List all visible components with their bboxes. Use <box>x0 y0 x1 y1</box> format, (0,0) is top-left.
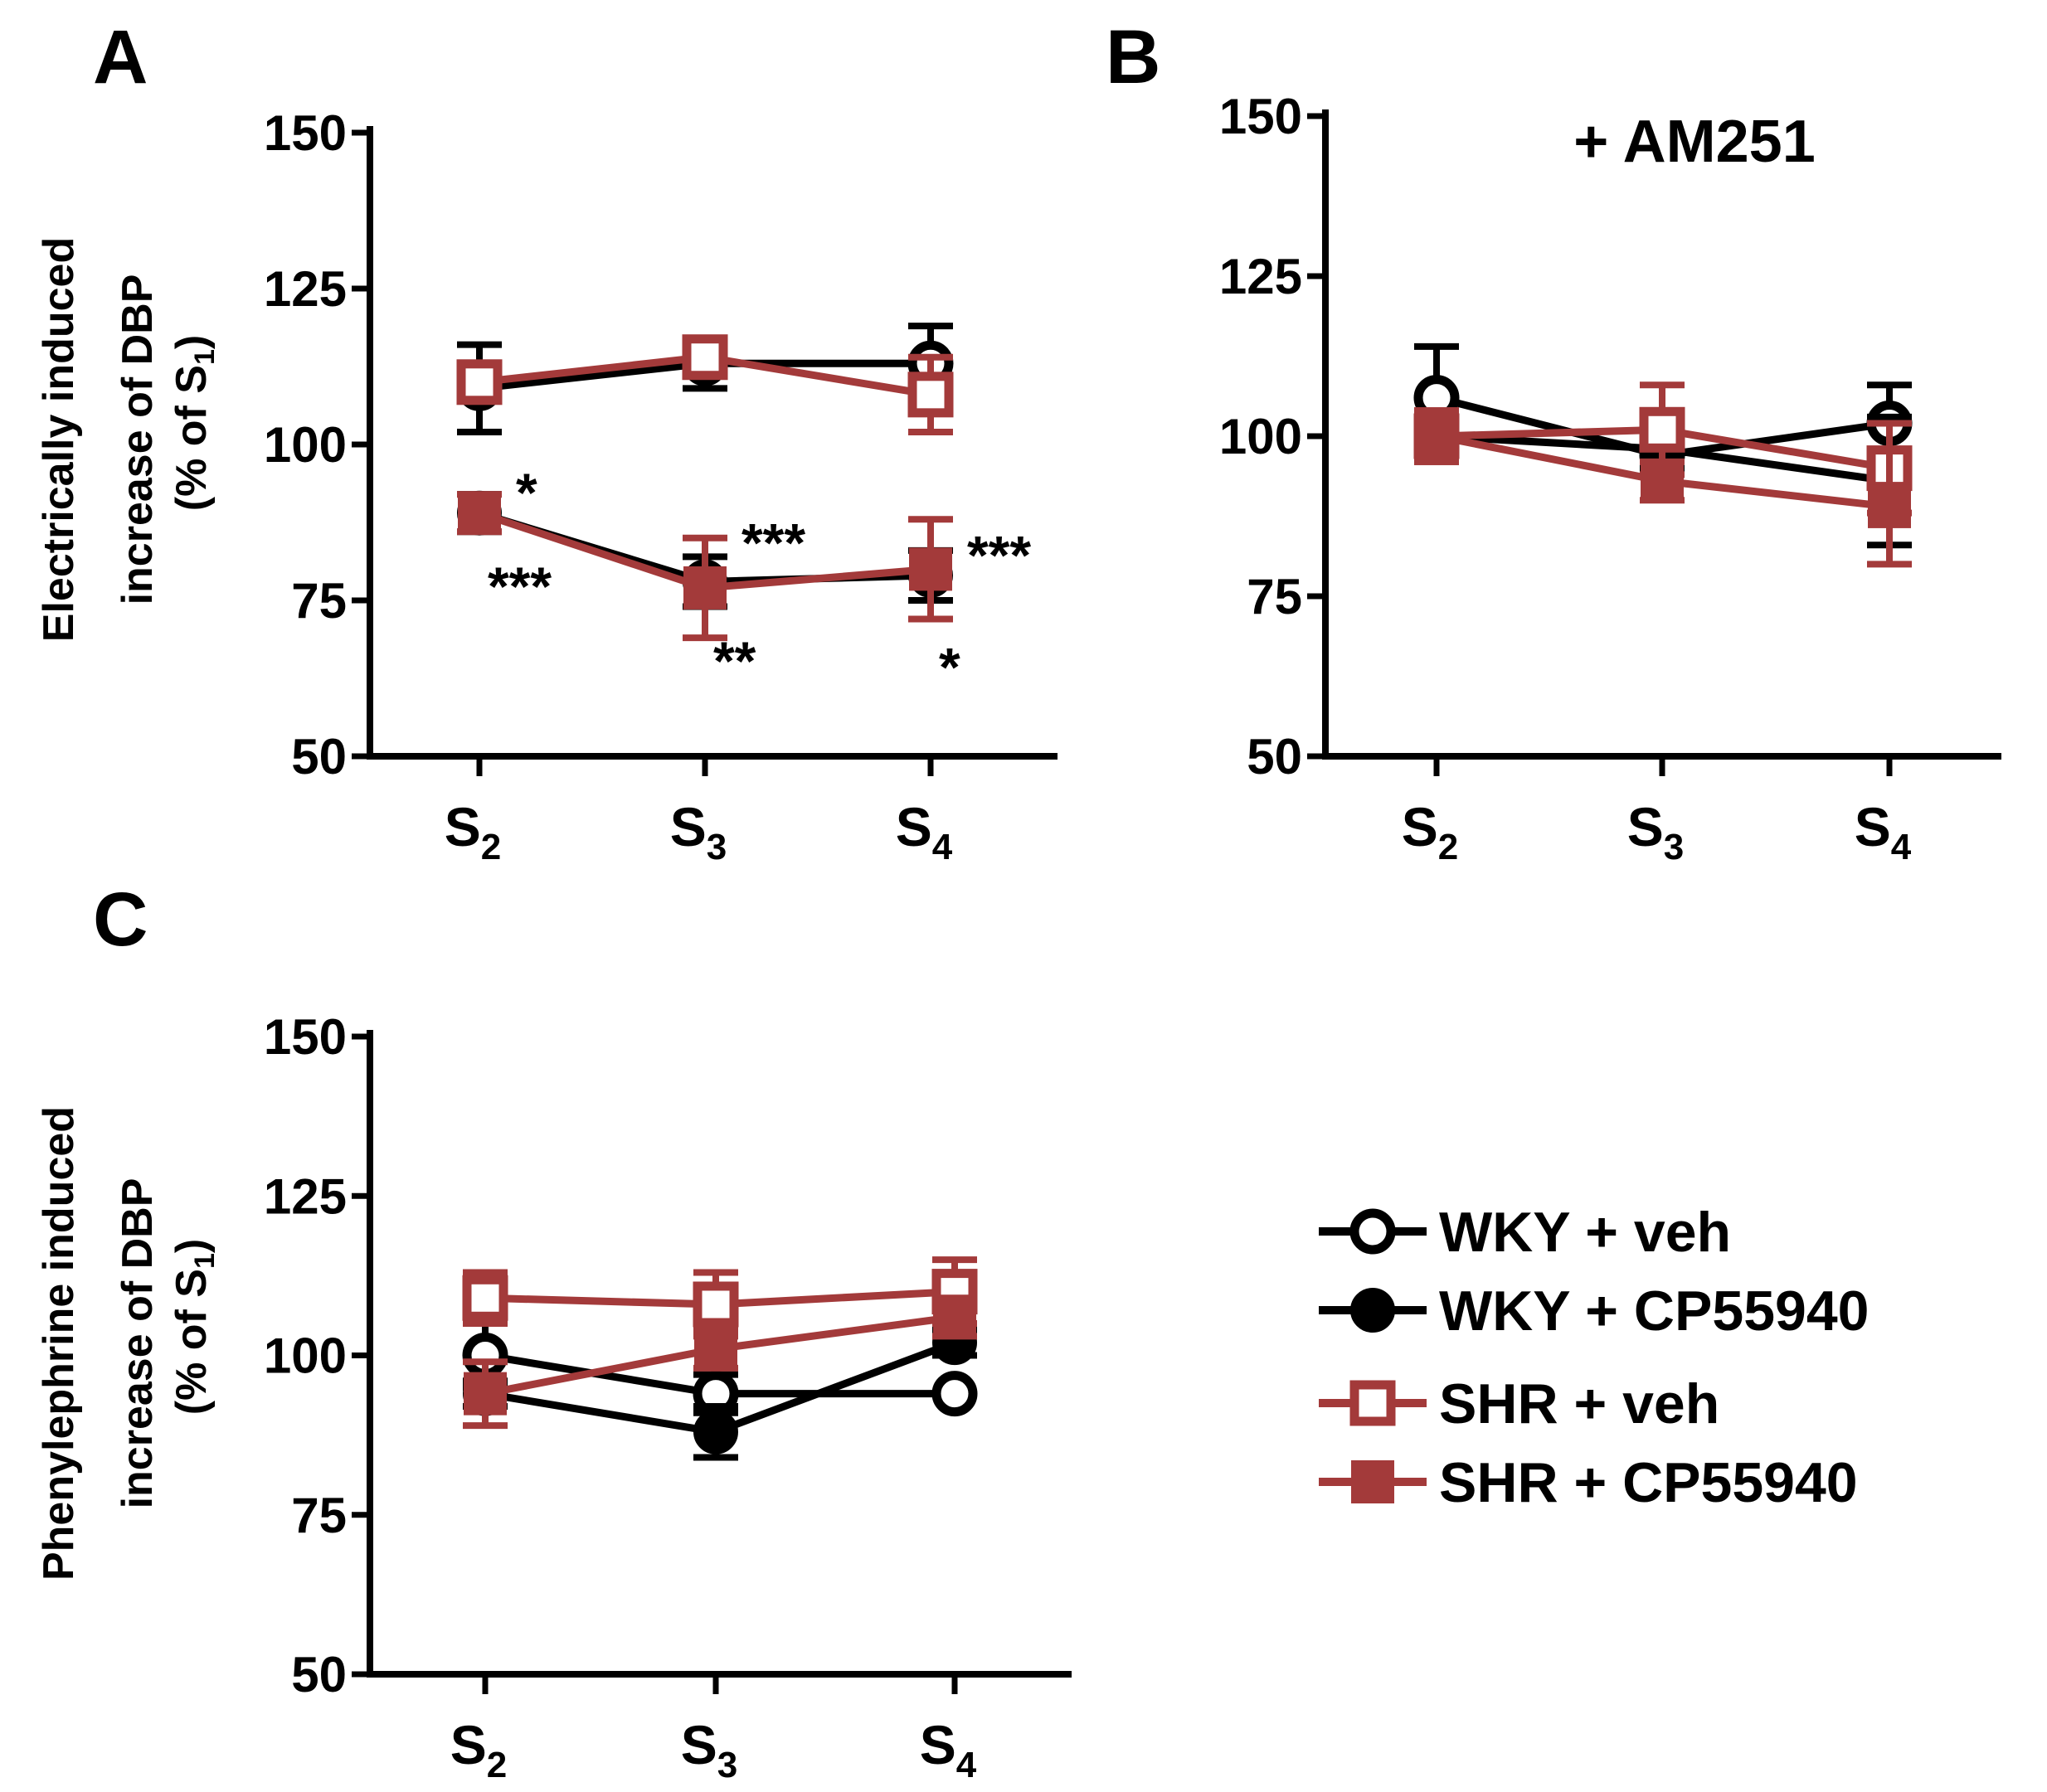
y-axis-label-line: increase of DBP <box>114 1178 162 1509</box>
data-point <box>693 1281 739 1328</box>
significance-marker: * <box>516 462 537 523</box>
panel-c: C 50 75 100 125 150 S2 S3 S4 Phenylephrine induce… <box>35 877 1072 1785</box>
data-point <box>458 491 501 535</box>
legend-item-shr-cp55940: SHR + CP55940 <box>1319 1451 1858 1514</box>
data-point <box>694 1327 737 1371</box>
panel-letter: C <box>93 877 148 962</box>
legend-marker <box>1351 1460 1394 1503</box>
y-tick-label: 125 <box>1219 249 1302 304</box>
data-point <box>682 334 728 381</box>
significance-marker: ** <box>713 630 756 692</box>
data-point <box>931 1371 978 1417</box>
series-shr-cp55940 <box>1414 407 1912 568</box>
significance-marker: * <box>939 637 960 698</box>
legend-label: SHR + veh <box>1439 1372 1719 1435</box>
data-point <box>1639 406 1685 453</box>
y-tick-label: 125 <box>264 261 347 317</box>
y-tick-label: 125 <box>264 1168 347 1224</box>
x-tick-label: S4 <box>1855 796 1912 867</box>
series-shr-veh <box>456 334 954 435</box>
legend-marker <box>1350 1288 1395 1333</box>
y-tick-label: 75 <box>1247 569 1302 624</box>
legend-label: WKY + CP55940 <box>1439 1280 1869 1343</box>
legend-item-wky-cp55940: WKY + CP55940 <box>1319 1280 1869 1343</box>
x-tick-label: S2 <box>1402 796 1459 867</box>
y-axis-label-line: Phenylephrine induced <box>35 1106 83 1581</box>
significance-marker: *** <box>967 524 1031 585</box>
y-tick-label: 50 <box>291 1647 347 1702</box>
legend-item-wky-veh: WKY + veh <box>1319 1201 1731 1264</box>
data-point <box>693 1409 738 1454</box>
x-tick-label: S4 <box>920 1714 977 1785</box>
x-tick-label: S3 <box>670 796 727 867</box>
significance-marker: *** <box>488 556 552 617</box>
significance-marker: *** <box>741 512 805 573</box>
y-axis-label-line: (% of S1) <box>168 1239 221 1415</box>
panel-letter: A <box>93 15 148 100</box>
data-point <box>456 359 503 406</box>
y-tick-label: 100 <box>264 1328 347 1384</box>
data-point <box>464 1372 507 1416</box>
x-tick-label: S4 <box>896 796 953 867</box>
y-tick-label: 100 <box>1219 409 1302 464</box>
y-tick-label: 150 <box>264 105 347 161</box>
data-point <box>1641 459 1684 503</box>
data-point <box>1868 484 1911 528</box>
y-tick-label: 50 <box>1247 729 1302 784</box>
y-tick-label: 75 <box>291 573 347 629</box>
legend-label: WKY + veh <box>1439 1201 1731 1264</box>
series-shr-cp55940 <box>457 491 953 642</box>
data-point <box>933 1295 976 1339</box>
y-axis-label-line: increase of DBP <box>114 274 162 605</box>
x-tick-label: S2 <box>445 796 502 867</box>
legend: WKY + veh WKY + CP55940 SHR + veh SHR + CP5… <box>1319 1201 1869 1514</box>
y-tick-label: 50 <box>291 729 347 784</box>
y-tick-label: 75 <box>291 1488 347 1543</box>
panel-a: A 50 75 100 125 150 S2 S3 S4 Electrically induced… <box>35 15 1058 867</box>
series-wky-veh <box>462 1320 978 1417</box>
data-point <box>462 1275 508 1321</box>
legend-marker <box>1349 1208 1396 1255</box>
data-point <box>683 566 727 609</box>
panel-title: + AM251 <box>1573 109 1815 175</box>
x-tick-label: S3 <box>681 1714 738 1785</box>
x-tick-label: S2 <box>450 1714 508 1785</box>
y-axis-label-line: (% of S1) <box>168 335 221 511</box>
legend-item-shr-veh: SHR + veh <box>1319 1372 1719 1435</box>
panel-letter: B <box>1106 15 1160 100</box>
y-axis-label-line: Electrically induced <box>35 237 83 642</box>
data-point <box>909 547 952 591</box>
x-tick-label: S3 <box>1627 796 1685 867</box>
series-shr-cp55940 <box>463 1294 977 1430</box>
y-tick-label: 150 <box>264 1009 347 1065</box>
panel-b: B 50 75 100 125 150 S2 S3 S4 + AM251 <box>1106 15 2001 867</box>
data-point <box>1415 415 1458 458</box>
data-point <box>907 372 954 418</box>
y-tick-label: 150 <box>1219 89 1302 144</box>
y-tick-label: 100 <box>264 417 347 473</box>
legend-marker <box>1349 1380 1396 1426</box>
legend-label: SHR + CP55940 <box>1439 1451 1858 1514</box>
